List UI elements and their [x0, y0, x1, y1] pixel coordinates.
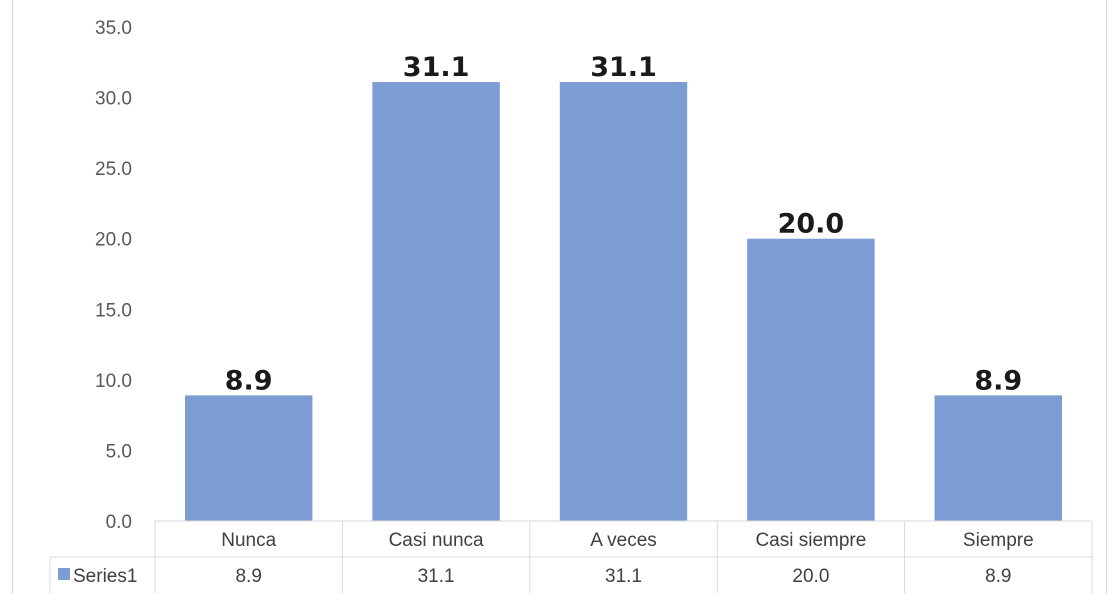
category-label: Casi siempre: [755, 530, 866, 551]
category-label: Siempre: [963, 530, 1034, 551]
data-label: 8.9: [225, 365, 273, 396]
y-tick-label: 30.0: [95, 89, 132, 110]
legend-swatch: [58, 568, 70, 580]
data-label: 31.1: [590, 52, 657, 83]
category-label: A veces: [590, 530, 657, 551]
bar: [934, 395, 1063, 521]
data-label: 8.9: [974, 365, 1022, 396]
data-label: 31.1: [403, 52, 470, 83]
bar: [184, 395, 313, 521]
table-value: 31.1: [418, 566, 455, 587]
y-tick-label: 10.0: [95, 371, 132, 392]
legend-label: Series1: [73, 566, 137, 587]
y-tick-label: 25.0: [95, 159, 132, 180]
y-tick-label: 35.0: [95, 18, 132, 39]
y-tick-label: 20.0: [95, 230, 132, 251]
category-label: Casi nunca: [389, 530, 484, 551]
table-value: 20.0: [792, 566, 829, 587]
y-tick-label: 0.0: [106, 512, 132, 533]
table-value: 31.1: [605, 566, 642, 587]
category-label: Nunca: [221, 530, 276, 551]
bar: [747, 238, 875, 521]
data-label: 20.0: [778, 209, 845, 240]
bar: [372, 82, 500, 521]
y-tick-label: 15.0: [95, 300, 132, 321]
bar: [559, 82, 688, 521]
table-value: 8.9: [235, 566, 261, 587]
table-value: 8.9: [985, 566, 1011, 587]
y-tick-label: 5.0: [106, 441, 132, 462]
